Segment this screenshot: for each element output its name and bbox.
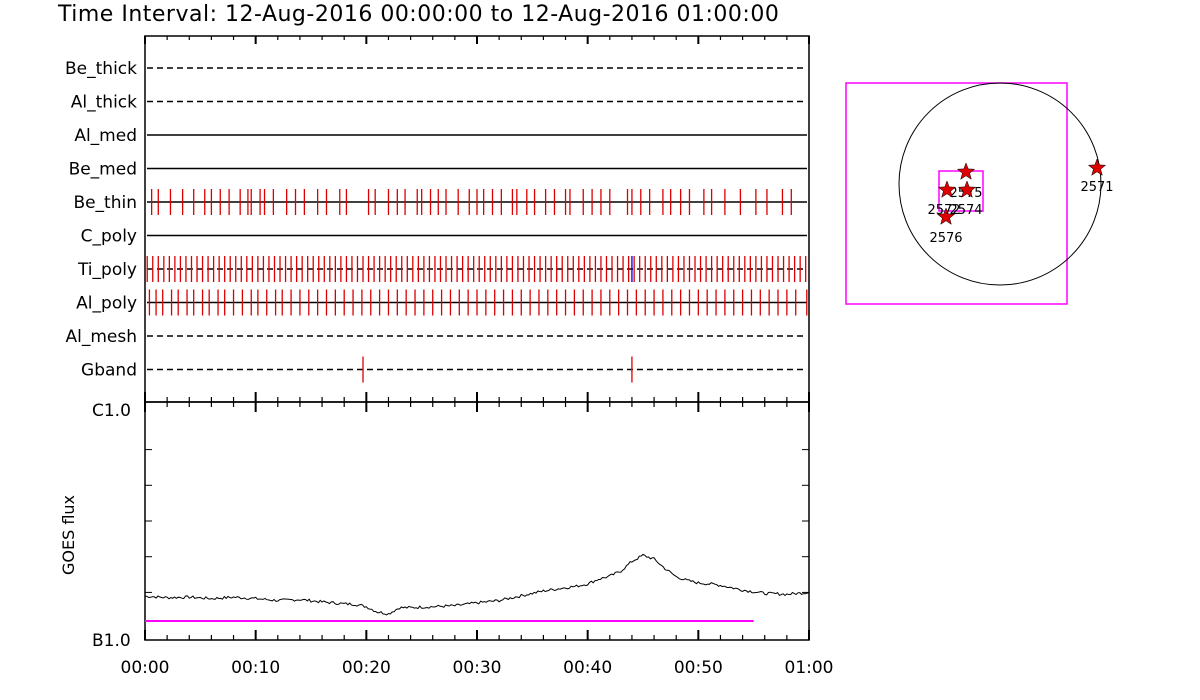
goes-panel-frame xyxy=(144,401,810,641)
channel-label: Be_thick xyxy=(65,59,137,79)
active-region-label: 2571 xyxy=(1080,180,1113,195)
channel-label: Be_med xyxy=(69,160,137,180)
active-region-star xyxy=(1087,158,1107,176)
channel-label: Al_mesh xyxy=(65,327,137,347)
page-title: Time Interval: 12-Aug-2016 00:00:00 to 1… xyxy=(58,2,780,27)
active-region-star xyxy=(937,180,957,198)
active-region-label: 2574 xyxy=(949,203,982,218)
x-tick-label: 01:00 xyxy=(785,658,834,678)
active-region-star xyxy=(956,162,976,180)
solar-limb xyxy=(898,82,1102,286)
active-region-star xyxy=(957,180,977,198)
active-region-label: 2576 xyxy=(929,231,962,246)
channel-label: Al_poly xyxy=(76,294,137,314)
map-field-of-view xyxy=(845,82,1068,305)
x-tick-label: 00:00 xyxy=(121,658,170,678)
channel-label: C_poly xyxy=(81,227,137,247)
x-tick-label: 00:40 xyxy=(563,658,612,678)
channel-strips: Be_thick Al_thick Al_med Be_med Be_thin C_pol… xyxy=(65,36,810,402)
active-region-star xyxy=(936,207,956,225)
sun-map: 25712576257525722574 xyxy=(845,82,1114,305)
x-tick-label: 00:50 xyxy=(674,658,723,678)
x-tick-label: 00:20 xyxy=(342,658,391,678)
x-tick-label: 00:10 xyxy=(231,658,280,678)
y-tick-label-top: C1.0 xyxy=(92,401,131,421)
x-tick-label: 00:30 xyxy=(453,658,502,678)
goes-plot xyxy=(144,402,810,640)
channel-label: Ti_poly xyxy=(77,260,137,280)
channel-label: Be_thin xyxy=(73,193,137,213)
channel-label: Al_thick xyxy=(71,93,137,113)
channel-panel-frame xyxy=(144,35,810,403)
y-tick-label-bottom: B1.0 xyxy=(92,631,131,651)
channel-label: Al_med xyxy=(74,126,137,146)
x-tick-labels: 00:00 00:10 00:20 00:30 00:40 00:50 01:00 xyxy=(121,658,834,678)
active-region-label: 2572 xyxy=(927,203,960,218)
goes-flux-line xyxy=(145,553,810,616)
y-axis-label: GOES flux xyxy=(59,495,78,575)
channel-label: Gband xyxy=(81,361,137,381)
